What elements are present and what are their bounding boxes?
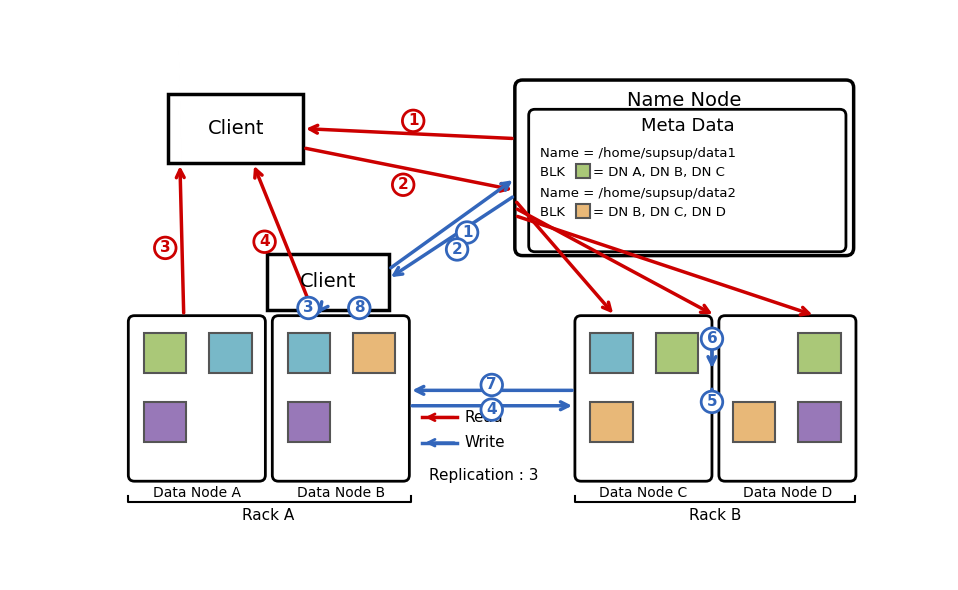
FancyBboxPatch shape	[575, 316, 712, 481]
Circle shape	[298, 297, 319, 319]
Text: Data Node A: Data Node A	[153, 486, 240, 500]
Text: Rack B: Rack B	[689, 509, 741, 523]
Text: 3: 3	[160, 240, 171, 255]
Circle shape	[154, 237, 176, 258]
FancyBboxPatch shape	[128, 316, 265, 481]
Text: 4: 4	[487, 402, 497, 417]
Text: = DN B, DN C, DN D: = DN B, DN C, DN D	[593, 206, 726, 219]
Text: Rack A: Rack A	[242, 509, 294, 523]
Bar	[590, 333, 632, 373]
Text: Write: Write	[465, 435, 506, 450]
Bar	[169, 94, 303, 163]
Bar	[144, 333, 186, 373]
Bar	[577, 204, 590, 218]
Text: BLK: BLK	[540, 166, 569, 179]
Circle shape	[446, 239, 468, 260]
Text: BLK: BLK	[540, 206, 569, 219]
Circle shape	[349, 297, 370, 319]
Text: Read: Read	[465, 410, 503, 425]
Circle shape	[701, 328, 722, 349]
Text: 2: 2	[452, 242, 463, 257]
Text: 1: 1	[462, 225, 472, 240]
Text: Name Node: Name Node	[627, 90, 741, 110]
Text: Data Node B: Data Node B	[297, 486, 385, 500]
Circle shape	[254, 231, 275, 253]
Text: Client: Client	[208, 119, 264, 138]
Text: 5: 5	[707, 394, 718, 409]
Text: Name = /home/supsup/data1: Name = /home/supsup/data1	[540, 148, 737, 160]
Bar	[590, 402, 632, 442]
Bar	[267, 254, 389, 310]
Circle shape	[481, 374, 503, 396]
Circle shape	[393, 174, 414, 195]
Text: Replication : 3: Replication : 3	[429, 467, 538, 483]
Text: 8: 8	[354, 300, 365, 316]
Bar	[287, 402, 331, 442]
Text: 2: 2	[398, 177, 408, 192]
Text: Name = /home/supsup/data2: Name = /home/supsup/data2	[540, 188, 737, 201]
Bar	[354, 333, 396, 373]
Text: Client: Client	[300, 272, 356, 291]
Bar	[577, 164, 590, 178]
FancyBboxPatch shape	[529, 109, 846, 252]
Text: Meta Data: Meta Data	[641, 117, 734, 135]
Circle shape	[481, 399, 503, 421]
Circle shape	[402, 110, 424, 132]
Bar	[144, 402, 186, 442]
FancyBboxPatch shape	[272, 316, 409, 481]
Bar	[656, 333, 698, 373]
Circle shape	[456, 222, 478, 243]
Bar	[287, 333, 331, 373]
Bar	[798, 333, 840, 373]
FancyBboxPatch shape	[514, 80, 854, 255]
Text: 6: 6	[707, 331, 718, 346]
Text: 4: 4	[260, 234, 270, 249]
Text: 3: 3	[303, 300, 314, 316]
Text: Data Node C: Data Node C	[600, 486, 688, 500]
Text: 1: 1	[408, 113, 419, 129]
Bar	[209, 333, 252, 373]
Bar	[733, 402, 775, 442]
FancyBboxPatch shape	[718, 316, 855, 481]
Text: 7: 7	[487, 378, 497, 392]
Text: = DN A, DN B, DN C: = DN A, DN B, DN C	[593, 166, 725, 179]
Circle shape	[701, 391, 722, 412]
Bar	[798, 402, 840, 442]
Text: Data Node D: Data Node D	[742, 486, 833, 500]
